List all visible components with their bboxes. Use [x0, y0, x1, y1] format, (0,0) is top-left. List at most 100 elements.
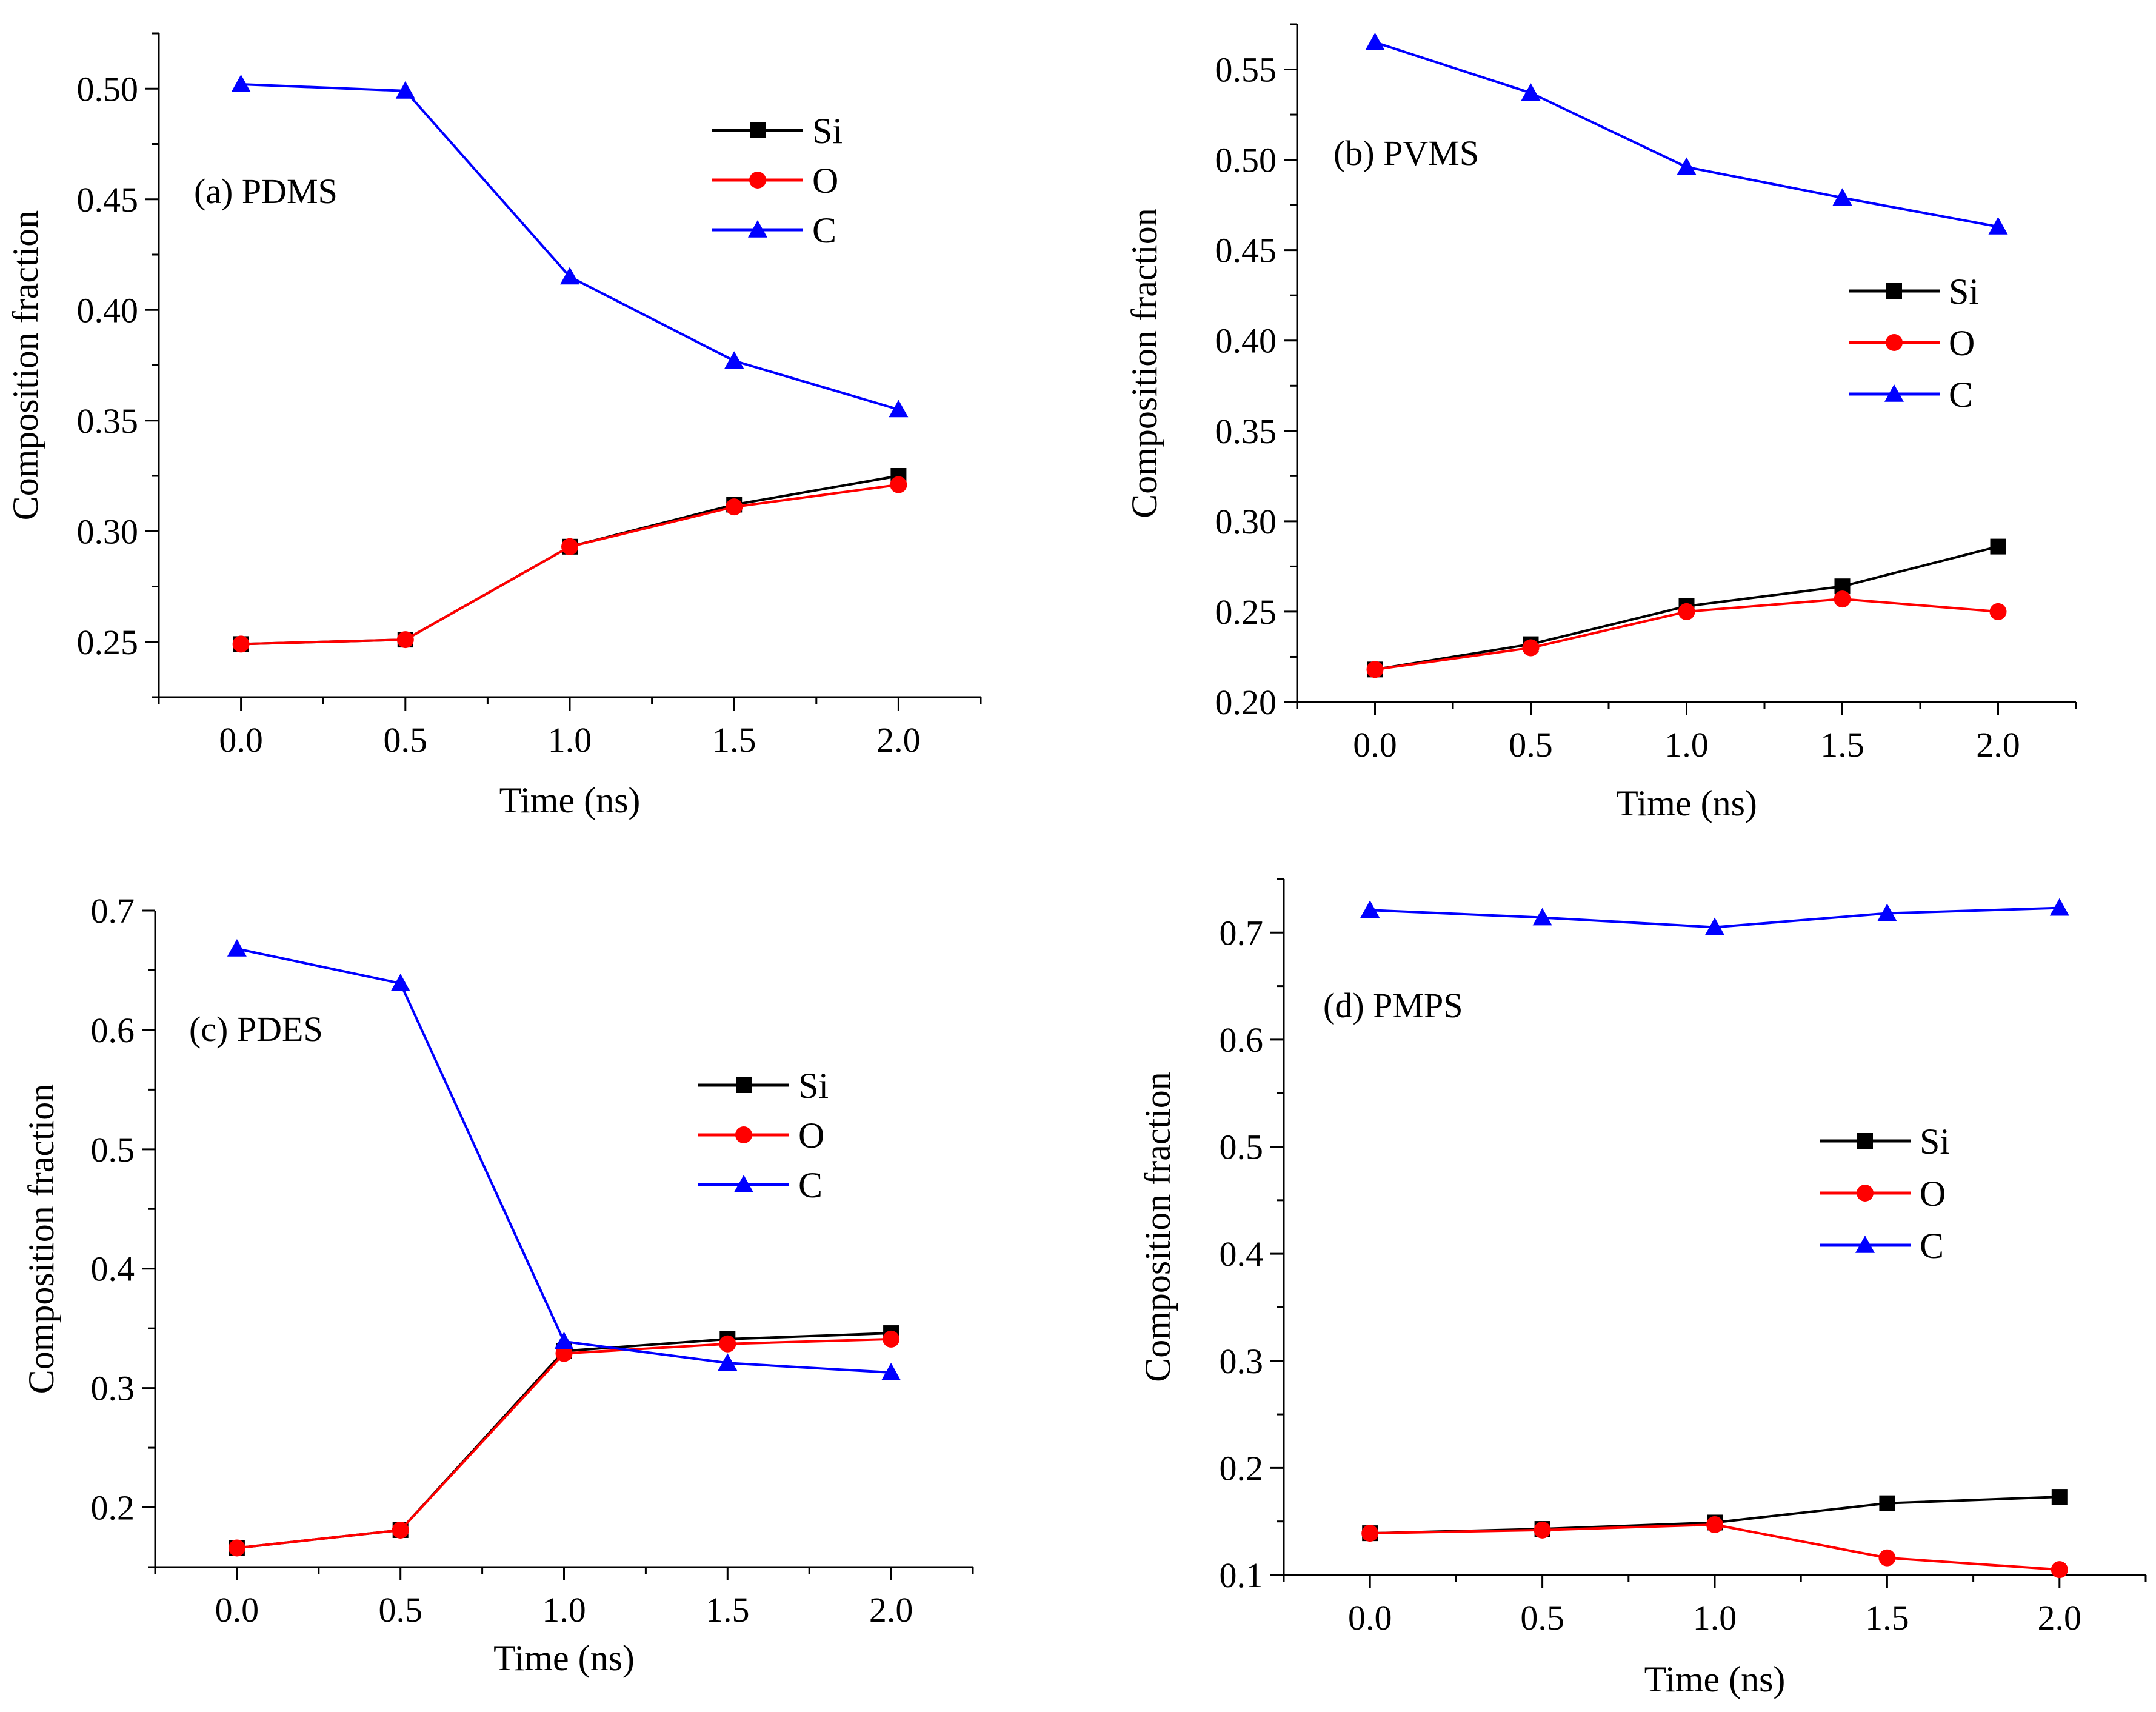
- x-tick-label: 0.0: [215, 1590, 259, 1630]
- x-tick-label: 1.5: [706, 1590, 750, 1630]
- data-point-o: [726, 498, 743, 516]
- data-point-c: [718, 1353, 738, 1371]
- series-o: [228, 1330, 900, 1557]
- y-tick-label: 0.5: [1220, 1128, 1264, 1167]
- y-axis-label: Composition fraction: [5, 210, 45, 521]
- y-tick-label: 0.30: [77, 512, 139, 551]
- data-point-o: [2051, 1561, 2068, 1579]
- y-tick-label: 0.25: [1215, 592, 1277, 632]
- legend-marker-o: [1886, 334, 1903, 351]
- x-axis-label: Time (ns): [1616, 783, 1757, 823]
- data-point-o: [883, 1330, 900, 1348]
- x-tick-label: 1.0: [542, 1590, 586, 1630]
- data-point-o: [890, 476, 907, 493]
- data-point-c: [395, 81, 415, 99]
- series-c: [1365, 32, 2008, 235]
- series-line-c: [236, 948, 892, 1374]
- y-tick-label: 0.6: [1220, 1020, 1264, 1060]
- series-line-si: [241, 475, 899, 646]
- data-point-o: [1878, 1549, 1896, 1567]
- data-point-o: [392, 1521, 409, 1539]
- y-tick-label: 0.1: [1220, 1556, 1264, 1595]
- data-point-c: [1532, 908, 1552, 926]
- panel-title: (a) PDMS: [194, 172, 338, 211]
- data-point-c: [724, 351, 744, 369]
- data-point-c: [1832, 188, 1852, 206]
- y-tick-label: 0.50: [1215, 141, 1277, 180]
- x-tick-label: 0.0: [1348, 1598, 1392, 1637]
- series-si: [1362, 1489, 2068, 1542]
- x-axis-label: Time (ns): [1644, 1659, 1786, 1699]
- data-point-c: [390, 974, 410, 991]
- data-point-c: [1365, 32, 1385, 50]
- data-point-o: [1989, 603, 2007, 620]
- series-line-o: [236, 1337, 892, 1550]
- data-point-o: [719, 1335, 736, 1353]
- data-point-c: [1705, 917, 1724, 935]
- data-point-c: [1521, 83, 1541, 101]
- data-point-o: [561, 538, 578, 555]
- legend-label-c: C: [812, 210, 836, 250]
- y-tick-label: 0.2: [91, 1488, 135, 1528]
- series-line-si: [236, 1332, 892, 1550]
- y-axis-label: Composition fraction: [1138, 1072, 1178, 1382]
- legend-marker-si: [736, 1077, 752, 1093]
- y-tick-label: 0.4: [91, 1249, 135, 1289]
- series-si: [233, 468, 907, 652]
- y-tick-label: 0.20: [1215, 683, 1277, 722]
- legend: Si OC: [698, 1066, 829, 1205]
- legend-label-o: O: [1949, 323, 1975, 363]
- y-tick-label: 0.25: [77, 623, 139, 662]
- legend-marker-si: [1886, 283, 1902, 299]
- y-tick-label: 0.45: [1215, 231, 1277, 270]
- legend-label-si: Si: [798, 1066, 829, 1106]
- panel-title: (b) PVMS: [1333, 133, 1479, 173]
- x-tick-label: 0.0: [219, 720, 263, 760]
- data-point-o: [1522, 639, 1540, 657]
- series-line-o: [241, 483, 899, 646]
- series-o: [1361, 1516, 2068, 1579]
- y-tick-label: 0.35: [77, 401, 139, 441]
- x-tick-label: 0.5: [378, 1590, 422, 1630]
- legend-marker-o: [1857, 1185, 1874, 1202]
- x-tick-label: 1.5: [712, 720, 756, 760]
- x-tick-label: 0.5: [384, 720, 428, 760]
- x-tick-label: 0.0: [1353, 725, 1397, 764]
- y-tick-label: 0.3: [91, 1369, 135, 1408]
- data-point-c: [560, 267, 579, 285]
- legend-marker-c: [1855, 1236, 1875, 1253]
- data-point-c: [231, 74, 251, 92]
- legend-marker-o: [749, 172, 766, 189]
- legend-label-c: C: [798, 1165, 823, 1205]
- x-tick-label: 1.5: [1865, 1598, 1909, 1637]
- x-axis-label: Time (ns): [499, 780, 641, 820]
- y-tick-label: 0.35: [1215, 412, 1277, 451]
- x-tick-label: 2.0: [2038, 1598, 2082, 1637]
- series-o: [232, 476, 907, 653]
- legend-label-c: C: [1920, 1226, 1944, 1266]
- x-axis-label: Time (ns): [493, 1638, 635, 1678]
- x-tick-label: 2.0: [876, 720, 921, 760]
- data-point-o: [396, 631, 414, 649]
- legend: Si OC: [1849, 272, 1979, 415]
- data-point-c: [1360, 900, 1380, 918]
- legend-label-o: O: [812, 161, 838, 201]
- x-tick-label: 0.5: [1509, 725, 1553, 764]
- legend-marker-o: [735, 1126, 752, 1143]
- y-tick-label: 0.45: [77, 180, 139, 219]
- series-c: [1360, 898, 2069, 935]
- data-point-c: [554, 1331, 574, 1349]
- y-tick-label: 0.7: [1220, 913, 1264, 952]
- x-tick-label: 2.0: [869, 1590, 913, 1630]
- legend-label-c: C: [1949, 375, 1973, 415]
- legend-label-o: O: [798, 1115, 824, 1155]
- y-tick-label: 0.30: [1215, 502, 1277, 541]
- legend-label-si: Si: [1920, 1122, 1950, 1162]
- legend-marker-c: [1884, 384, 1904, 402]
- y-tick-label: 0.55: [1215, 50, 1277, 90]
- legend-label-si: Si: [1949, 272, 1979, 312]
- y-tick-label: 0.6: [91, 1011, 135, 1050]
- legend: Si OC: [1820, 1122, 1950, 1266]
- data-point-o: [1361, 1525, 1379, 1542]
